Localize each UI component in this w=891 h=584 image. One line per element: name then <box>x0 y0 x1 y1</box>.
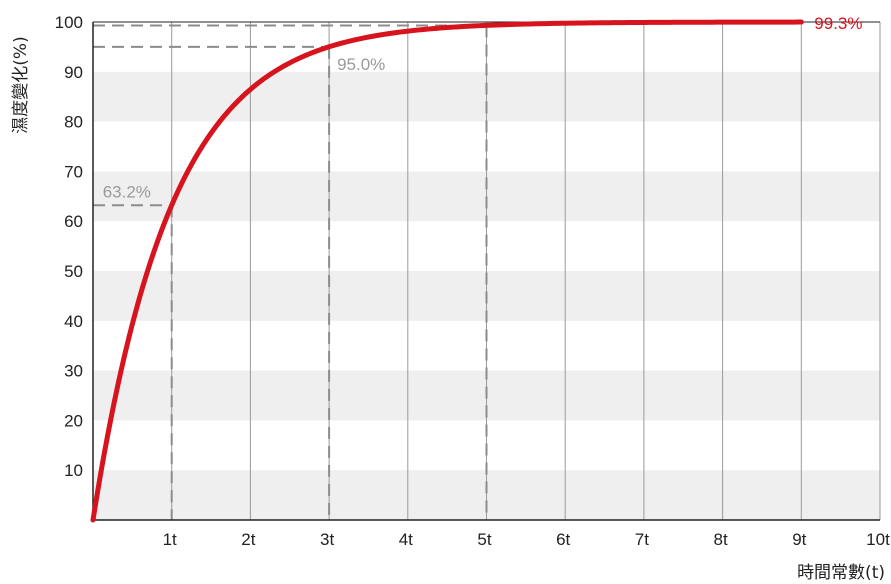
x-tick-3t: 3t <box>320 530 334 549</box>
x-tick-5t: 5t <box>477 530 491 549</box>
reference-dashed-lines <box>93 24 488 520</box>
tick-labels: 10 20 30 40 50 60 70 80 90 100 1t 2t 3t 4t 5t 6t 7t 8t 9t 1… <box>55 13 890 549</box>
y-tick-70: 70 <box>64 162 83 181</box>
y-tick-80: 80 <box>64 113 83 132</box>
y-axis-label: 濕度變化(%) <box>11 36 31 133</box>
annotation-99.3%: 99.3% <box>814 14 862 33</box>
x-tick-2t: 2t <box>241 530 255 549</box>
y-tick-90: 90 <box>64 63 83 82</box>
x-tick-10t: 10t <box>866 530 890 549</box>
x-axis-label: 時間常數(t) <box>797 563 885 583</box>
y-tick-10: 10 <box>64 461 83 480</box>
x-tick-9t: 9t <box>792 530 806 549</box>
series-line-0 <box>90 19 804 523</box>
y-tick-50: 50 <box>64 262 83 281</box>
annotation-95.0%: 95.0% <box>337 55 385 74</box>
vertical-gridlines <box>171 22 881 520</box>
annotation-labels: 63.2% 95.0% 99.3% <box>103 14 863 201</box>
x-tick-8t: 8t <box>714 530 728 549</box>
x-tick-1t: 1t <box>163 530 177 549</box>
x-tick-7t: 7t <box>635 530 649 549</box>
x-tick-6t: 6t <box>556 530 570 549</box>
x-tick-4t: 4t <box>399 530 413 549</box>
annotation-63.2%: 63.2% <box>103 182 151 201</box>
y-tick-30: 30 <box>64 362 83 381</box>
y-tick-60: 60 <box>64 212 83 231</box>
series-group <box>90 19 804 523</box>
y-tick-40: 40 <box>64 312 83 331</box>
y-tick-100: 100 <box>55 13 83 32</box>
y-tick-20: 20 <box>64 411 83 430</box>
